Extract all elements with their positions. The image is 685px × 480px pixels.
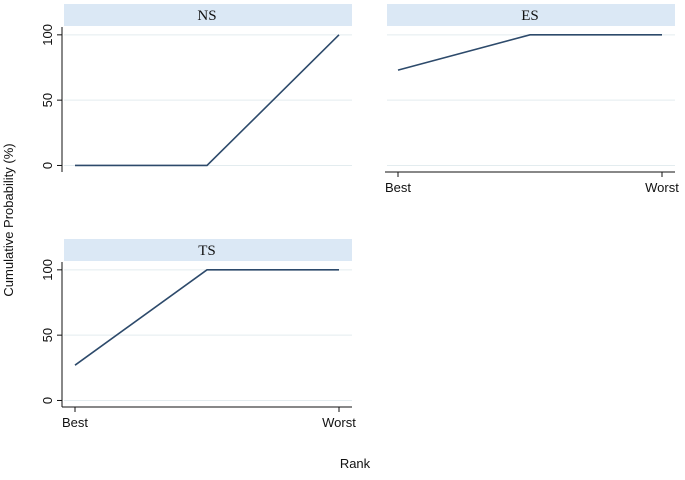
y-tick-label: 0 xyxy=(40,397,55,404)
panel-header xyxy=(64,239,352,261)
panel-title: ES xyxy=(521,8,539,24)
panel-title: TS xyxy=(198,243,216,259)
x-tick-label: Worst xyxy=(322,415,356,430)
panel-header xyxy=(64,4,352,26)
y-tick-label: 100 xyxy=(40,24,55,46)
y-tick-label: 100 xyxy=(40,259,55,281)
y-tick-label: 0 xyxy=(40,162,55,169)
y-tick-label: 50 xyxy=(40,93,55,107)
line xyxy=(397,34,662,71)
y-axis-label: Cumulative Probability (%) xyxy=(1,143,16,296)
x-tick-label: Best xyxy=(62,415,88,430)
line xyxy=(74,269,339,366)
panel-header xyxy=(387,4,675,26)
panel-title: NS xyxy=(197,8,216,24)
x-tick-label: Best xyxy=(385,180,411,195)
x-axis-label: Rank xyxy=(340,456,371,471)
y-tick-label: 50 xyxy=(40,328,55,342)
line xyxy=(75,34,340,167)
x-tick-label: Worst xyxy=(645,180,679,195)
